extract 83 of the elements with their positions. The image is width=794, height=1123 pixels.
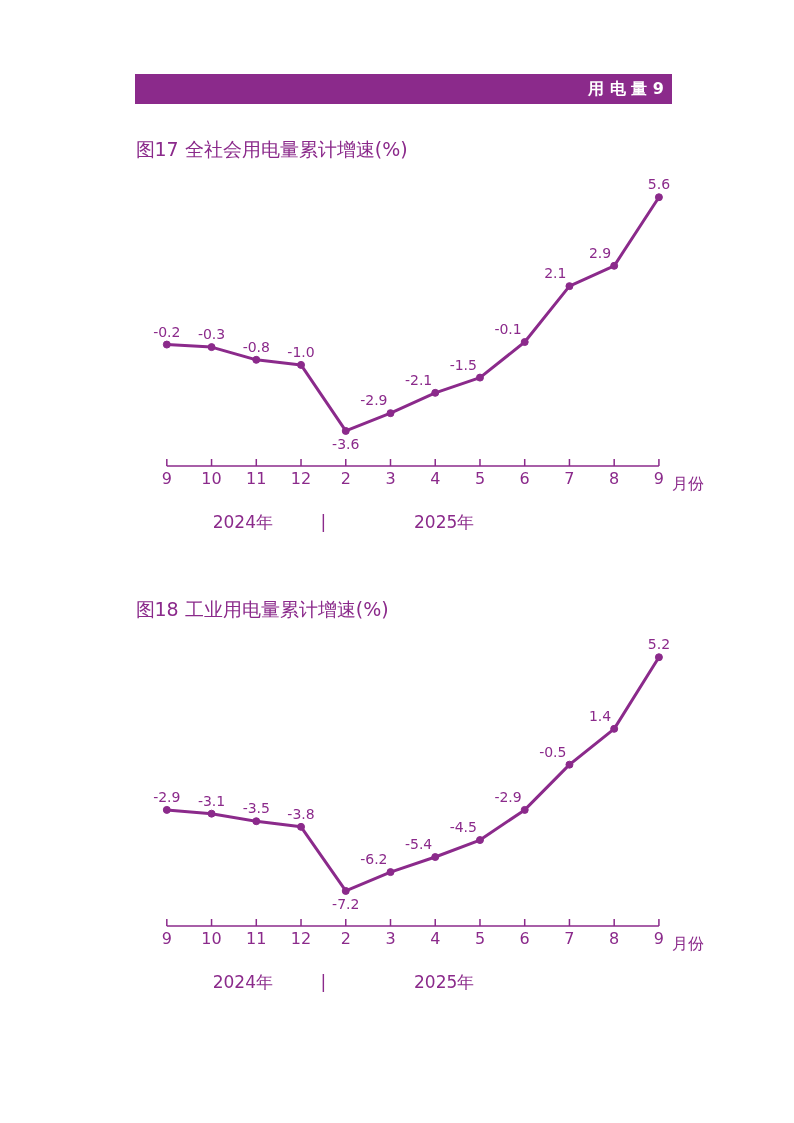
data-label: -0.3 xyxy=(197,326,226,343)
chart-title: 图18 工业用电量累计增速(%) xyxy=(135,597,389,620)
x-tick-label: 2 xyxy=(340,469,351,489)
data-label: 5.6 xyxy=(647,176,671,193)
x-tick-label: 7 xyxy=(564,469,575,489)
data-label: -5.4 xyxy=(404,836,433,853)
text: 2024年 xyxy=(212,512,273,533)
point xyxy=(565,282,574,291)
x-tick-label: 10 xyxy=(201,929,222,949)
x-tick-label: 12 xyxy=(290,469,312,489)
x-tick-label: 4 xyxy=(430,929,441,949)
data-label: -2.9 xyxy=(153,788,181,805)
text: 2025年 xyxy=(414,972,475,993)
chart-title: 图17 全社会用电量累计增速(%) xyxy=(135,137,408,160)
text: 用 电 量 9 xyxy=(588,78,664,100)
data-label: -2.9 xyxy=(494,788,522,805)
point xyxy=(162,340,171,349)
point xyxy=(520,338,529,347)
point xyxy=(341,886,350,895)
x-tick-label: 11 xyxy=(246,469,267,489)
x-tick-label: 8 xyxy=(609,469,620,489)
data-label: -4.5 xyxy=(449,819,477,836)
data-label: 2.1 xyxy=(544,265,567,282)
point xyxy=(297,360,306,369)
data-label: 5.2 xyxy=(647,636,671,653)
point xyxy=(610,261,619,270)
text: 2025年 xyxy=(414,512,475,533)
data-label: -3.5 xyxy=(242,800,270,817)
x-axis-title: 月份 xyxy=(672,934,705,954)
x-tick-label: 2 xyxy=(340,929,351,949)
x-axis-title: 月份 xyxy=(672,474,705,494)
point xyxy=(252,355,261,364)
point xyxy=(431,853,440,862)
x-tick-label: 8 xyxy=(609,929,620,949)
data-label: -0.5 xyxy=(539,743,567,760)
point xyxy=(207,343,216,352)
point xyxy=(252,817,261,826)
data-label: -7.2 xyxy=(332,895,360,912)
text: | xyxy=(320,512,327,533)
point xyxy=(610,724,619,733)
point xyxy=(297,822,306,831)
data-label: -3.8 xyxy=(287,805,315,822)
data-label: 1.4 xyxy=(588,707,612,724)
x-tick-label: 11 xyxy=(246,929,267,949)
data-label: -0.2 xyxy=(153,323,181,340)
point xyxy=(475,373,484,382)
x-tick-label: 6 xyxy=(519,469,530,489)
x-tick-label: 6 xyxy=(519,929,530,949)
text: 2024年 xyxy=(212,972,273,993)
data-label: -0.8 xyxy=(242,338,270,355)
data-label: 2.9 xyxy=(588,244,612,261)
x-tick-label: 3 xyxy=(385,929,396,949)
point xyxy=(565,760,574,769)
data-label: -1.0 xyxy=(287,343,315,360)
data-label: -6.2 xyxy=(360,851,388,868)
data-label: -3.1 xyxy=(197,792,226,809)
point xyxy=(431,388,440,397)
data-label: -1.5 xyxy=(449,356,477,373)
x-tick-label: 7 xyxy=(564,929,575,949)
x-tick-label: 5 xyxy=(474,469,486,489)
x-tick-label: 9 xyxy=(161,929,172,949)
x-tick-label: 9 xyxy=(161,469,172,489)
data-label: -3.6 xyxy=(332,435,360,452)
text: | xyxy=(320,972,327,993)
x-tick-label: 4 xyxy=(430,469,441,489)
point xyxy=(162,805,171,814)
x-tick-label: 12 xyxy=(290,929,312,949)
point xyxy=(520,805,529,814)
x-tick-label: 5 xyxy=(474,929,486,949)
point xyxy=(207,809,216,818)
point xyxy=(654,653,663,662)
x-tick-label: 10 xyxy=(201,469,222,489)
point xyxy=(341,426,350,435)
data-label: -0.1 xyxy=(494,321,522,338)
x-tick-label: 9 xyxy=(653,469,665,489)
x-tick-label: 3 xyxy=(385,469,396,489)
point xyxy=(386,409,395,418)
point xyxy=(654,193,663,202)
point xyxy=(475,836,484,845)
data-label: -2.9 xyxy=(360,392,388,409)
x-tick-label: 9 xyxy=(653,929,665,949)
data-label: -2.1 xyxy=(404,371,433,388)
point xyxy=(386,868,395,877)
